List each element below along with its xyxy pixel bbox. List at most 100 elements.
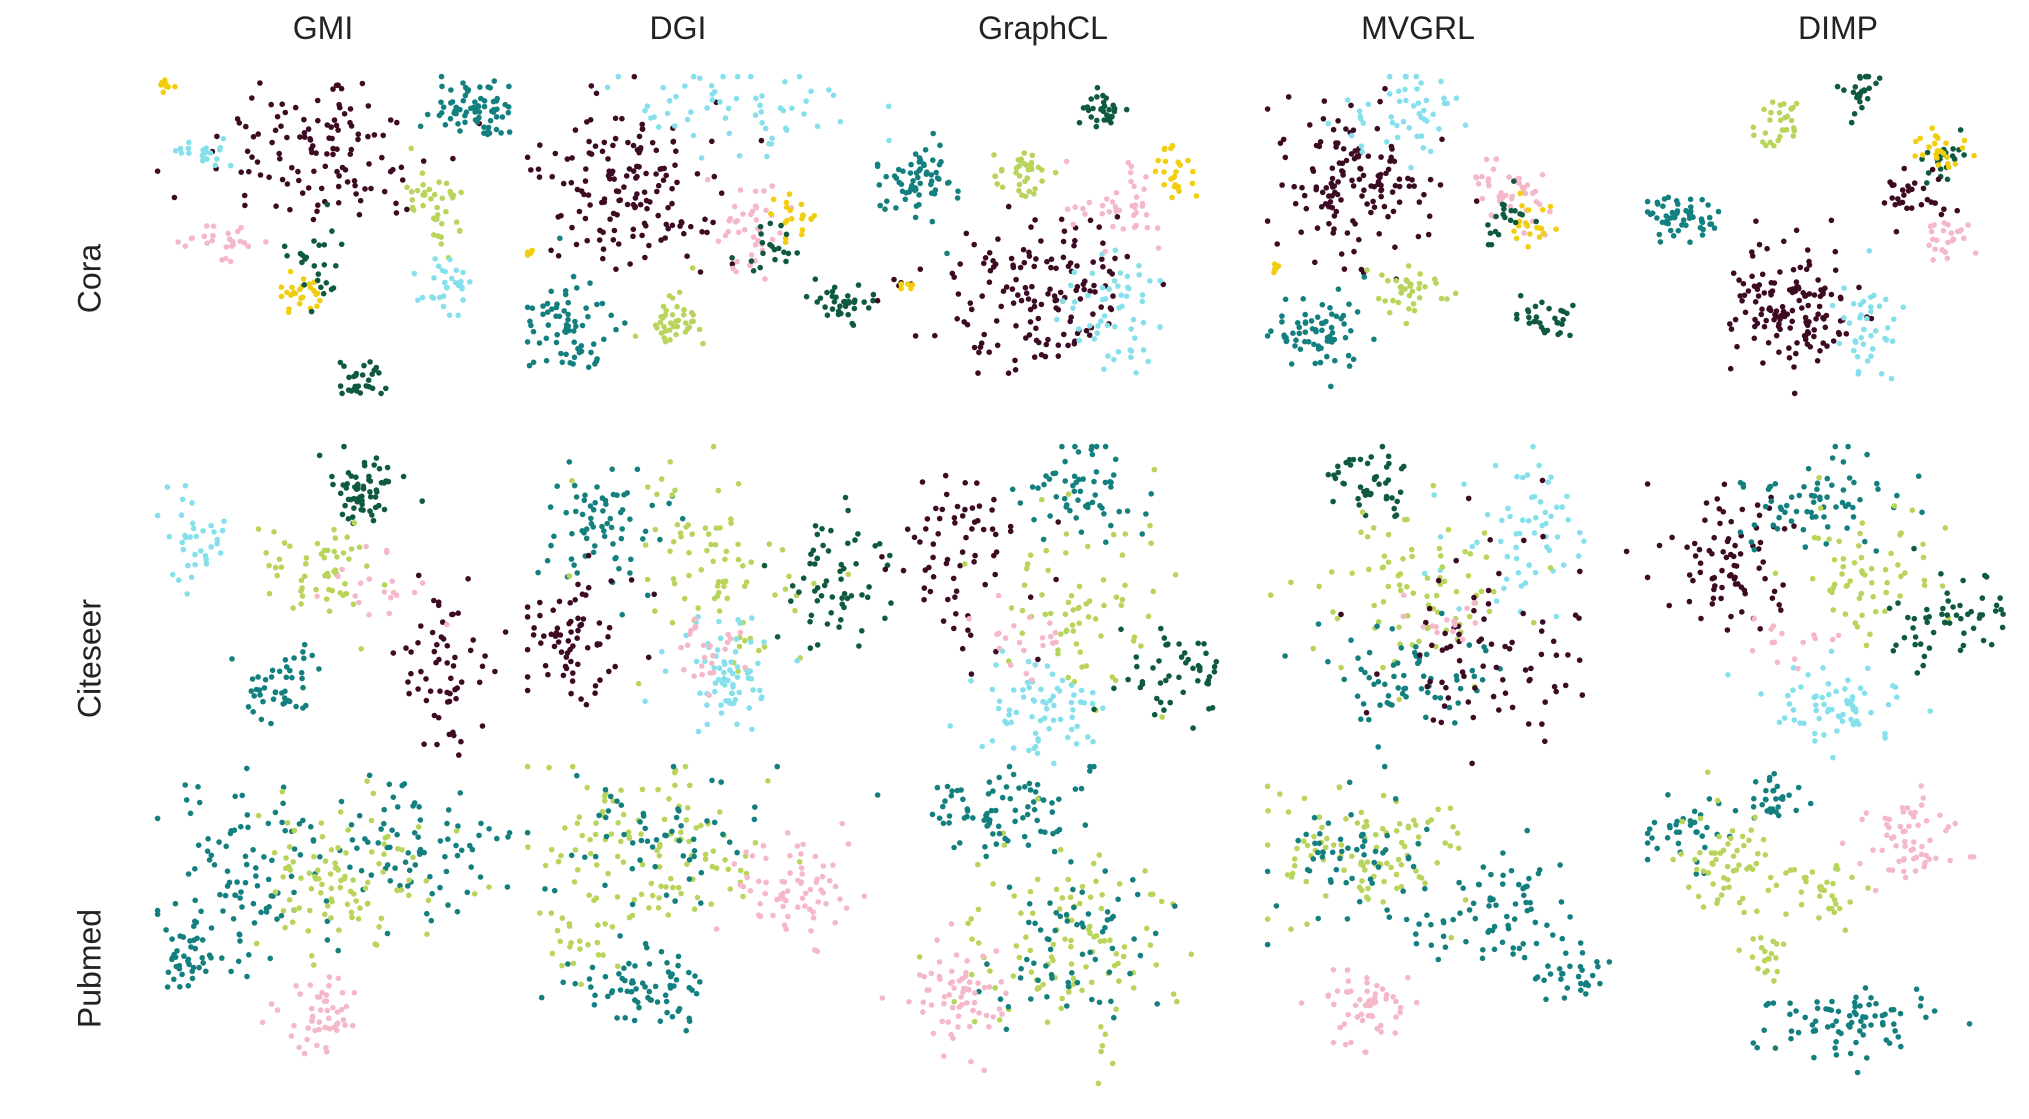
point-pink [1523, 191, 1529, 197]
point-light_green [1446, 527, 1452, 533]
point-light_green [1053, 170, 1059, 176]
point-maroon [568, 691, 574, 697]
point-maroon [1721, 509, 1727, 515]
point-maroon [1760, 559, 1766, 565]
point-maroon [1472, 685, 1478, 691]
point-cyan [1079, 688, 1085, 694]
point-maroon [1339, 251, 1345, 257]
point-maroon [570, 670, 576, 676]
point-pink [949, 969, 955, 975]
point-cyan [1419, 133, 1425, 139]
point-cyan [704, 702, 710, 708]
point-dark_green [843, 495, 849, 501]
point-cyan [1871, 293, 1877, 299]
point-cyan [1411, 103, 1417, 109]
point-dark_green [856, 282, 862, 288]
point-light_green [1859, 591, 1865, 597]
point-maroon [593, 143, 599, 149]
point-cyan [759, 694, 765, 700]
point-yellow [279, 294, 285, 300]
point-maroon [1382, 204, 1388, 210]
point-light_green [1087, 930, 1093, 936]
point-maroon [449, 612, 455, 618]
point-maroon [556, 253, 562, 259]
point-pink [1945, 256, 1951, 262]
point-maroon [710, 220, 716, 226]
point-teal [1401, 686, 1407, 692]
point-dark_green [1560, 309, 1566, 315]
point-teal [1413, 931, 1419, 937]
point-cyan [1882, 336, 1888, 342]
point-teal [1512, 916, 1518, 922]
point-pink [1047, 620, 1053, 626]
point-cyan [432, 256, 438, 262]
point-dark_green [1984, 574, 1990, 580]
point-dark_green [1158, 680, 1164, 686]
point-teal [610, 541, 616, 547]
point-yellow [1527, 231, 1533, 237]
point-maroon [332, 117, 338, 123]
point-light_green [1131, 638, 1137, 644]
point-teal [324, 898, 330, 904]
point-cyan [1106, 286, 1112, 292]
point-dark_green [355, 486, 361, 492]
point-maroon [1777, 327, 1783, 333]
point-pink [994, 631, 1000, 637]
point-maroon [450, 156, 456, 162]
point-pink [799, 871, 805, 877]
point-teal [238, 824, 244, 830]
point-maroon [1932, 200, 1938, 206]
point-teal [569, 531, 575, 537]
point-teal [354, 845, 360, 851]
point-maroon [614, 212, 620, 218]
point-cyan [1555, 534, 1561, 540]
point-teal [1766, 487, 1772, 493]
point-maroon [415, 640, 421, 646]
point-light_green [1449, 935, 1455, 941]
point-maroon [607, 625, 613, 631]
point-teal [580, 512, 586, 518]
point-light_green [672, 783, 678, 789]
point-maroon [1351, 183, 1357, 189]
point-light_green [1086, 614, 1092, 620]
point-maroon [960, 646, 966, 652]
point-maroon [436, 599, 442, 605]
point-dark_green [825, 621, 831, 627]
point-maroon [1426, 232, 1432, 238]
point-light_green [1069, 593, 1075, 599]
point-dark_green [317, 453, 323, 459]
point-maroon [249, 95, 255, 101]
point-dark_green [1365, 461, 1371, 467]
point-maroon [1087, 332, 1093, 338]
point-maroon [1786, 345, 1792, 351]
point-maroon [1921, 186, 1927, 192]
point-dark_green [729, 255, 735, 261]
point-teal [614, 1015, 620, 1021]
point-light_green [735, 542, 741, 548]
point-maroon [602, 140, 608, 146]
point-teal [1303, 319, 1309, 325]
point-maroon [1038, 238, 1044, 244]
point-teal [1067, 508, 1073, 514]
point-dark_green [371, 368, 377, 374]
point-light_green [1017, 182, 1023, 188]
point-teal [1679, 222, 1685, 228]
point-teal [1103, 444, 1109, 450]
point-maroon [433, 660, 439, 666]
point-light_green [1358, 861, 1364, 867]
point-pink [968, 1059, 974, 1065]
point-dark_green [1911, 546, 1917, 552]
point-light_green [352, 520, 358, 526]
point-maroon [1669, 535, 1675, 541]
point-dark_green [1857, 99, 1863, 105]
point-teal [289, 675, 295, 681]
point-maroon [1024, 290, 1030, 296]
point-teal [165, 984, 171, 990]
point-teal [591, 341, 597, 347]
point-teal [1328, 877, 1334, 883]
point-teal [1779, 506, 1785, 512]
point-pink [921, 999, 927, 1005]
point-pink [1027, 615, 1033, 621]
point-cyan [1098, 318, 1104, 324]
point-pink [709, 660, 715, 666]
